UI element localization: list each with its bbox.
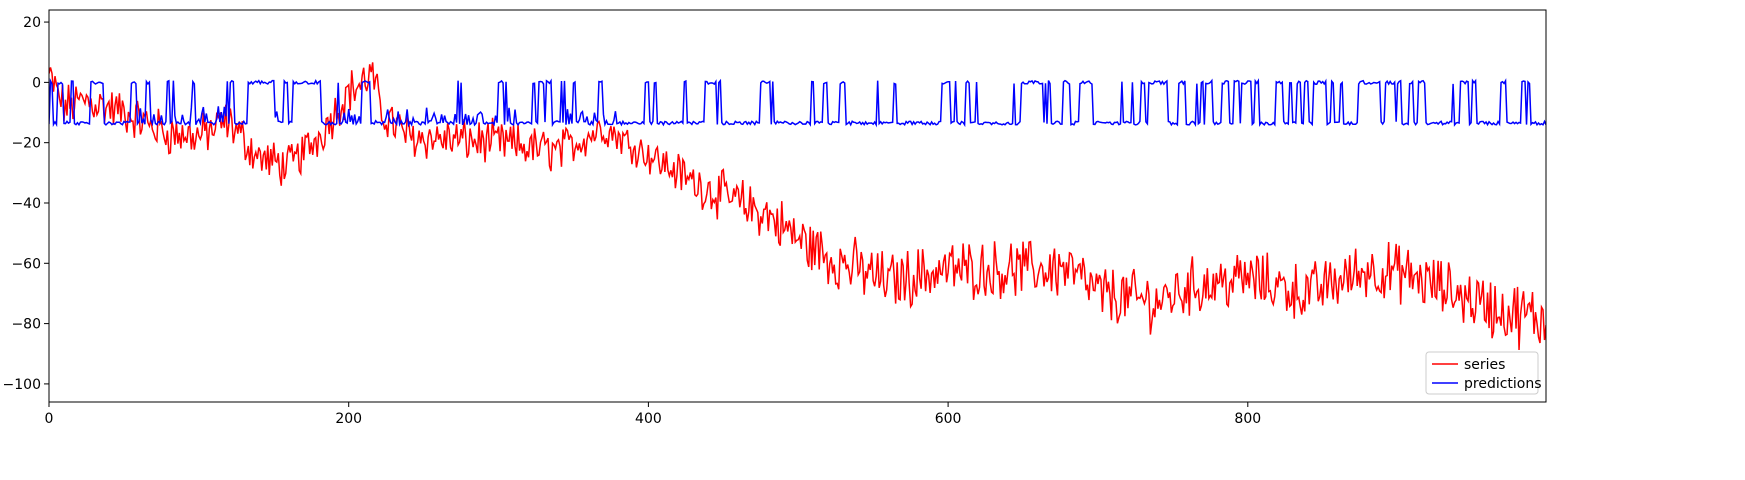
y-tick-label: −80 [11,317,41,333]
x-tick-label: 800 [1234,411,1261,427]
series-line [49,62,1546,351]
y-tick-label: −60 [11,256,41,272]
legend-label: series [1464,357,1505,373]
plot-area [49,62,1546,351]
x-tick-label: 600 [935,411,962,427]
legend-label: predictions [1464,376,1542,392]
y-tick-label: 20 [23,15,41,31]
y-tick-label: −40 [11,196,41,212]
y-tick-label: −100 [3,377,41,393]
legend: series predictions [1425,351,1542,395]
axes-frame [48,9,1547,403]
predictions-line [49,78,1546,128]
x-tick-label: 400 [635,411,662,427]
x-tick-label: 0 [45,411,54,427]
y-tick-label: −20 [11,136,41,152]
y-tick-label: 0 [32,75,41,91]
x-tick-label: 200 [335,411,362,427]
